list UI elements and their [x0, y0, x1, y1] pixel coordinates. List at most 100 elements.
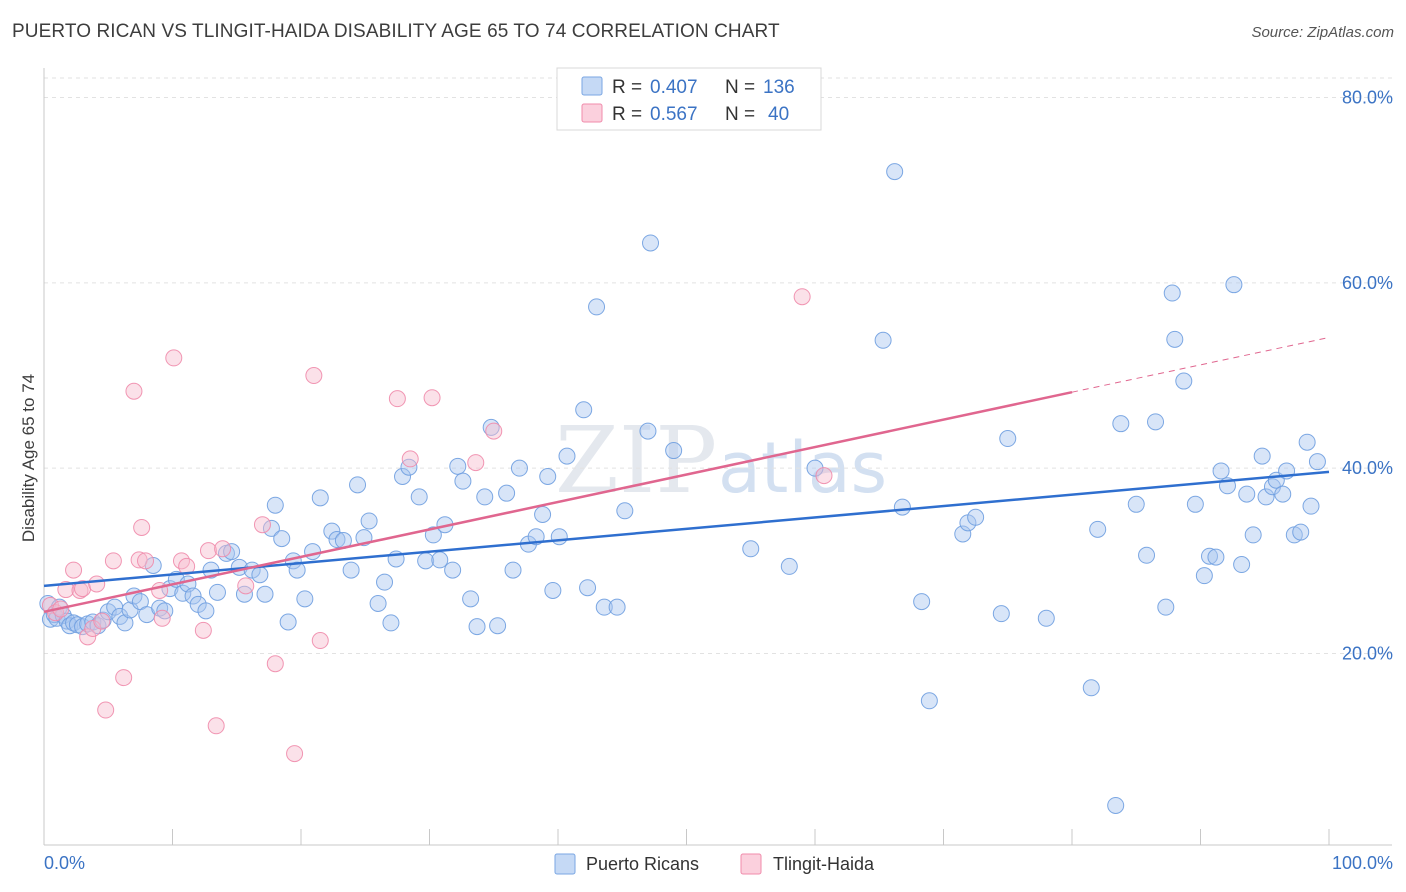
puerto-ricans-point-100 — [886, 163, 904, 181]
puerto-ricans-point-106 — [967, 508, 985, 526]
puerto-ricans-point-135 — [1274, 485, 1292, 503]
puerto-ricans-point-129 — [1238, 485, 1256, 503]
puerto-ricans-point-127 — [1225, 276, 1243, 294]
puerto-ricans-point-117 — [1157, 598, 1175, 616]
puerto-ricans-point-121 — [1186, 495, 1204, 513]
puerto-ricans-point-93 — [639, 422, 657, 440]
puerto-ricans-point-87 — [575, 401, 593, 419]
puerto-ricans-point-82 — [534, 506, 552, 523]
puerto-ricans-point-57 — [360, 512, 378, 530]
tlingit-haida-point-19 — [153, 609, 171, 627]
puerto-ricans-point-101 — [893, 498, 911, 516]
puerto-ricans-point-79 — [510, 459, 528, 477]
puerto-ricans-point-110 — [1082, 679, 1100, 697]
puerto-ricans-point-48 — [296, 590, 314, 608]
puerto-ricans-point-119 — [1166, 330, 1184, 348]
y-tick-label-40: 40.0% — [1342, 458, 1393, 478]
tlingit-haida-point-36 — [467, 454, 485, 472]
series-tlingit-haida-points — [41, 288, 833, 763]
puerto-ricans-point-84 — [544, 581, 562, 599]
tlingit-haida-point-23 — [194, 621, 212, 639]
y-axis-title: Disability Age 65 to 74 — [19, 374, 38, 542]
puerto-ricans-point-89 — [588, 298, 606, 316]
puerto-ricans-point-10 — [74, 618, 92, 636]
puerto-ricans-point-141 — [1308, 453, 1326, 471]
puerto-ricans-point-94 — [642, 234, 660, 252]
puerto-ricans-point-72 — [462, 590, 480, 608]
puerto-ricans-point-96 — [742, 540, 760, 558]
puerto-ricans-point-86 — [558, 447, 576, 465]
puerto-ricans-point-108 — [999, 430, 1017, 448]
bottom-legend-swatch-pink — [740, 853, 762, 875]
puerto-ricans-point-58 — [369, 594, 387, 612]
puerto-ricans-point-51 — [323, 522, 341, 540]
legend-n-value-0: 136 — [763, 77, 795, 98]
puerto-ricans-point-24 — [151, 599, 169, 617]
puerto-ricans-point-85 — [550, 528, 568, 546]
puerto-ricans-point-64 — [410, 488, 428, 506]
puerto-ricans-point-120 — [1175, 372, 1193, 390]
puerto-ricans-point-18 — [116, 614, 134, 632]
tlingit-haida-point-27 — [237, 577, 255, 595]
legend-swatch-blue — [581, 76, 603, 96]
tlingit-haida-point-34 — [401, 450, 419, 468]
puerto-ricans-point-90 — [595, 598, 613, 616]
tlingit-haida-point-24 — [199, 542, 217, 560]
trend-line-tlingit-haida — [43, 390, 1073, 614]
puerto-ricans-point-114 — [1127, 495, 1145, 513]
puerto-ricans-point-66 — [424, 526, 442, 544]
tlingit-haida-point-10 — [93, 612, 111, 630]
puerto-ricans-point-95 — [665, 442, 683, 460]
puerto-ricans-point-55 — [349, 476, 367, 494]
bottom-legend-label-1: Tlingit-Haida — [773, 854, 875, 874]
puerto-ricans-point-138 — [1292, 523, 1310, 541]
puerto-ricans-point-44 — [273, 530, 291, 548]
y-tick-label-60: 60.0% — [1342, 273, 1393, 293]
puerto-ricans-point-122 — [1195, 567, 1213, 585]
tlingit-haida-point-17 — [137, 552, 155, 570]
legend-r-label-0: R = — [612, 77, 642, 98]
tlingit-haida-point-30 — [286, 745, 304, 763]
puerto-ricans-point-42 — [262, 519, 280, 537]
y-tick-labels: 20.0% 40.0% 60.0% 80.0% — [1342, 88, 1393, 664]
tlingit-haida-point-11 — [97, 701, 115, 719]
puerto-ricans-point-116 — [1147, 413, 1165, 431]
x-axis-ticks — [172, 829, 1330, 845]
trend-lines — [43, 337, 1330, 614]
tlingit-haida-point-7 — [79, 628, 97, 646]
puerto-ricans-point-77 — [498, 484, 516, 502]
puerto-ricans-point-49 — [304, 543, 322, 561]
puerto-ricans-point-102 — [913, 593, 931, 611]
tlingit-haida-point-38 — [793, 288, 811, 306]
puerto-ricans-point-30 — [184, 587, 202, 605]
puerto-ricans-point-69 — [444, 561, 462, 579]
bottom-legend: Puerto Ricans Tlingit-Haida — [554, 853, 875, 875]
puerto-ricans-point-54 — [342, 561, 360, 579]
trend-line-tlingit-haida-extension — [1071, 337, 1330, 393]
tlingit-haida-point-39 — [815, 467, 833, 485]
legend-swatch-pink — [581, 103, 603, 123]
puerto-ricans-point-130 — [1244, 526, 1262, 544]
watermark: ZIP atlas — [555, 407, 887, 514]
puerto-ricans-point-45 — [279, 613, 297, 631]
puerto-ricans-point-74 — [476, 488, 494, 506]
puerto-ricans-point-83 — [539, 468, 557, 486]
puerto-ricans-point-131 — [1253, 447, 1271, 465]
puerto-ricans-point-67 — [431, 551, 449, 569]
tlingit-haida-point-9 — [88, 575, 106, 593]
puerto-ricans-point-70 — [449, 457, 467, 475]
puerto-ricans-point-76 — [489, 617, 507, 635]
puerto-ricans-point-124 — [1207, 548, 1225, 566]
puerto-ricans-point-92 — [616, 502, 634, 520]
tlingit-haida-point-31 — [305, 367, 323, 384]
puerto-ricans-point-41 — [256, 585, 274, 603]
puerto-ricans-point-78 — [504, 561, 522, 579]
puerto-ricans-point-52 — [328, 531, 346, 549]
tlingit-haida-point-37 — [485, 422, 503, 440]
legend-r-value-1: 0.567 — [650, 104, 698, 125]
puerto-ricans-point-47 — [288, 561, 306, 579]
legend: R = 0.407 N = 136 R = 0.567 N = 40 — [556, 67, 822, 131]
tlingit-haida-point-8 — [84, 619, 102, 637]
puerto-ricans-point-73 — [468, 618, 486, 636]
puerto-ricans-point-115 — [1138, 546, 1156, 564]
